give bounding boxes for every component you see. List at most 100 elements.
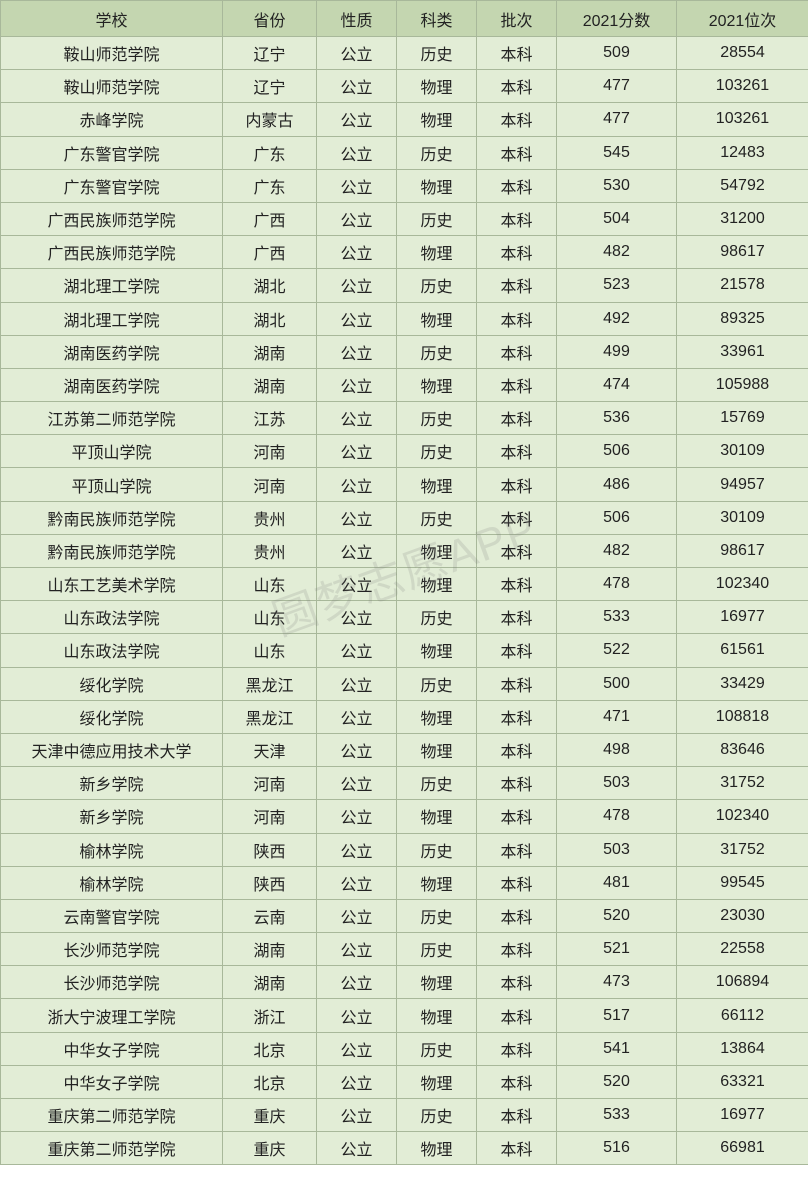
cell-nature: 公立 bbox=[317, 402, 397, 435]
cell-nature: 公立 bbox=[317, 1032, 397, 1065]
cell-subject: 物理 bbox=[397, 800, 477, 833]
cell-batch: 本科 bbox=[477, 70, 557, 103]
cell-nature: 公立 bbox=[317, 269, 397, 302]
cell-subject: 历史 bbox=[397, 767, 477, 800]
cell-subject: 物理 bbox=[397, 103, 477, 136]
cell-school: 云南警官学院 bbox=[1, 899, 223, 932]
cell-batch: 本科 bbox=[477, 302, 557, 335]
cell-subject: 历史 bbox=[397, 1032, 477, 1065]
cell-nature: 公立 bbox=[317, 1065, 397, 1098]
cell-score: 471 bbox=[557, 700, 677, 733]
table-row: 重庆第二师范学院重庆公立历史本科53316977 bbox=[1, 1099, 808, 1132]
cell-score: 503 bbox=[557, 833, 677, 866]
cell-school: 长沙师范学院 bbox=[1, 933, 223, 966]
cell-province: 广西 bbox=[223, 202, 317, 235]
cell-score: 503 bbox=[557, 767, 677, 800]
col-header-nature: 性质 bbox=[317, 1, 397, 37]
cell-score: 506 bbox=[557, 435, 677, 468]
cell-score: 523 bbox=[557, 269, 677, 302]
cell-batch: 本科 bbox=[477, 800, 557, 833]
cell-rank: 61561 bbox=[677, 634, 808, 667]
cell-province: 广东 bbox=[223, 136, 317, 169]
cell-province: 山东 bbox=[223, 601, 317, 634]
cell-school: 山东工艺美术学院 bbox=[1, 568, 223, 601]
cell-nature: 公立 bbox=[317, 136, 397, 169]
table-row: 榆林学院陕西公立物理本科48199545 bbox=[1, 866, 808, 899]
cell-province: 内蒙古 bbox=[223, 103, 317, 136]
cell-score: 478 bbox=[557, 800, 677, 833]
cell-school: 黔南民族师范学院 bbox=[1, 534, 223, 567]
cell-score: 545 bbox=[557, 136, 677, 169]
cell-province: 辽宁 bbox=[223, 37, 317, 70]
cell-score: 541 bbox=[557, 1032, 677, 1065]
table-row: 湖南医药学院湖南公立物理本科474105988 bbox=[1, 368, 808, 401]
cell-score: 482 bbox=[557, 534, 677, 567]
cell-batch: 本科 bbox=[477, 468, 557, 501]
cell-subject: 历史 bbox=[397, 37, 477, 70]
cell-province: 北京 bbox=[223, 1065, 317, 1098]
cell-province: 浙江 bbox=[223, 999, 317, 1032]
cell-subject: 历史 bbox=[397, 202, 477, 235]
cell-school: 重庆第二师范学院 bbox=[1, 1099, 223, 1132]
cell-nature: 公立 bbox=[317, 37, 397, 70]
cell-subject: 物理 bbox=[397, 534, 477, 567]
cell-score: 533 bbox=[557, 601, 677, 634]
cell-batch: 本科 bbox=[477, 402, 557, 435]
cell-school: 湖北理工学院 bbox=[1, 302, 223, 335]
cell-rank: 106894 bbox=[677, 966, 808, 999]
cell-batch: 本科 bbox=[477, 103, 557, 136]
cell-nature: 公立 bbox=[317, 933, 397, 966]
table-row: 广东警官学院广东公立历史本科54512483 bbox=[1, 136, 808, 169]
cell-score: 500 bbox=[557, 667, 677, 700]
cell-score: 478 bbox=[557, 568, 677, 601]
cell-batch: 本科 bbox=[477, 733, 557, 766]
cell-batch: 本科 bbox=[477, 335, 557, 368]
cell-score: 533 bbox=[557, 1099, 677, 1132]
cell-batch: 本科 bbox=[477, 1065, 557, 1098]
cell-rank: 13864 bbox=[677, 1032, 808, 1065]
cell-batch: 本科 bbox=[477, 568, 557, 601]
cell-batch: 本科 bbox=[477, 999, 557, 1032]
cell-province: 陕西 bbox=[223, 833, 317, 866]
cell-province: 陕西 bbox=[223, 866, 317, 899]
table-row: 新乡学院河南公立历史本科50331752 bbox=[1, 767, 808, 800]
cell-subject: 物理 bbox=[397, 302, 477, 335]
cell-subject: 物理 bbox=[397, 866, 477, 899]
cell-rank: 31752 bbox=[677, 833, 808, 866]
cell-province: 湖北 bbox=[223, 269, 317, 302]
cell-rank: 22558 bbox=[677, 933, 808, 966]
cell-province: 辽宁 bbox=[223, 70, 317, 103]
cell-score: 536 bbox=[557, 402, 677, 435]
cell-rank: 66112 bbox=[677, 999, 808, 1032]
cell-nature: 公立 bbox=[317, 1132, 397, 1165]
table-row: 山东工艺美术学院山东公立物理本科478102340 bbox=[1, 568, 808, 601]
table-row: 榆林学院陕西公立历史本科50331752 bbox=[1, 833, 808, 866]
cell-batch: 本科 bbox=[477, 435, 557, 468]
cell-school: 山东政法学院 bbox=[1, 601, 223, 634]
cell-nature: 公立 bbox=[317, 70, 397, 103]
cell-batch: 本科 bbox=[477, 634, 557, 667]
table-row: 天津中德应用技术大学天津公立物理本科49883646 bbox=[1, 733, 808, 766]
cell-score: 492 bbox=[557, 302, 677, 335]
cell-rank: 12483 bbox=[677, 136, 808, 169]
cell-batch: 本科 bbox=[477, 37, 557, 70]
table-row: 山东政法学院山东公立物理本科52261561 bbox=[1, 634, 808, 667]
cell-batch: 本科 bbox=[477, 534, 557, 567]
cell-score: 516 bbox=[557, 1132, 677, 1165]
cell-rank: 83646 bbox=[677, 733, 808, 766]
col-header-batch: 批次 bbox=[477, 1, 557, 37]
cell-score: 473 bbox=[557, 966, 677, 999]
cell-batch: 本科 bbox=[477, 833, 557, 866]
cell-province: 湖南 bbox=[223, 966, 317, 999]
cell-school: 绥化学院 bbox=[1, 700, 223, 733]
cell-score: 474 bbox=[557, 368, 677, 401]
cell-subject: 物理 bbox=[397, 169, 477, 202]
cell-subject: 物理 bbox=[397, 1132, 477, 1165]
cell-nature: 公立 bbox=[317, 767, 397, 800]
cell-batch: 本科 bbox=[477, 269, 557, 302]
cell-province: 河南 bbox=[223, 800, 317, 833]
table-row: 长沙师范学院湖南公立历史本科52122558 bbox=[1, 933, 808, 966]
cell-school: 中华女子学院 bbox=[1, 1065, 223, 1098]
cell-rank: 89325 bbox=[677, 302, 808, 335]
cell-school: 长沙师范学院 bbox=[1, 966, 223, 999]
